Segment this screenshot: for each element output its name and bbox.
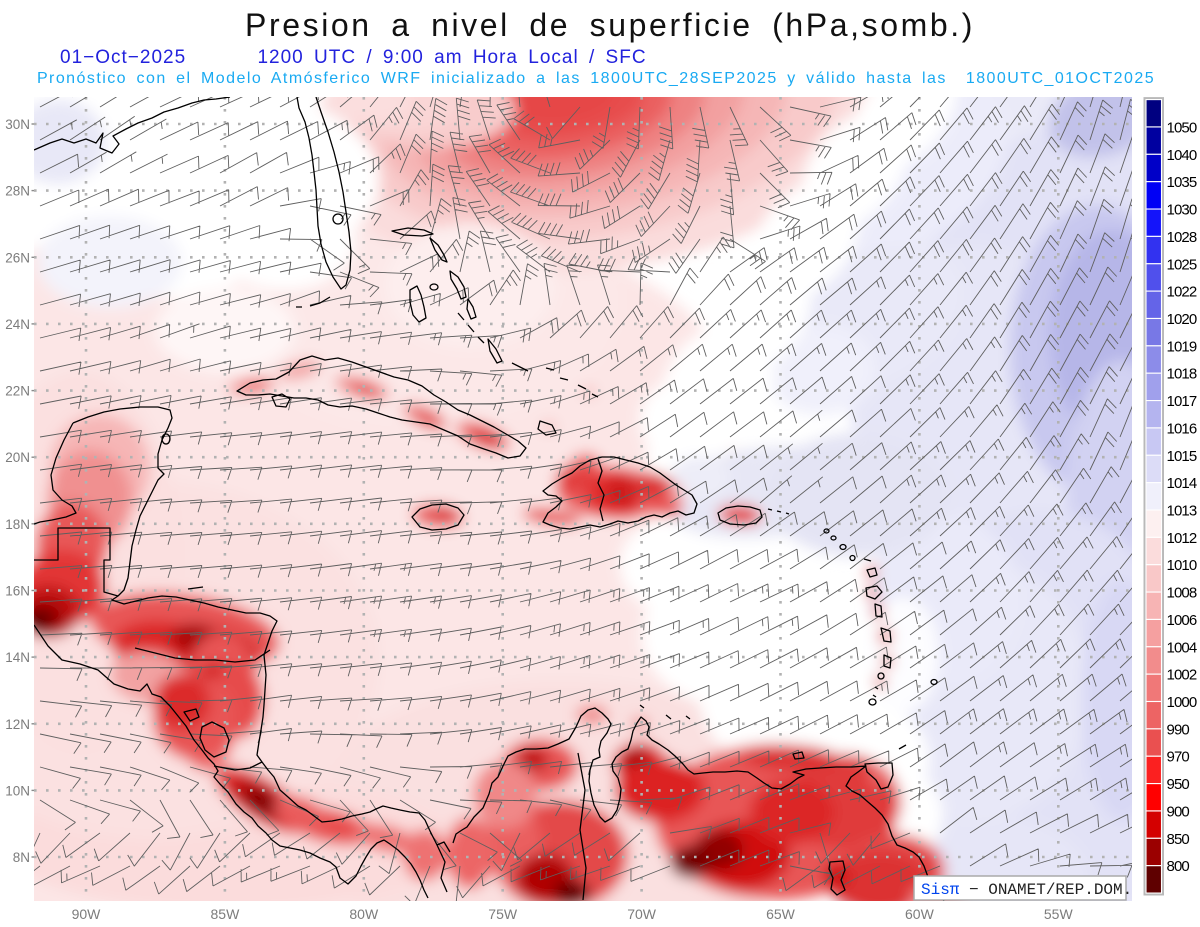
svg-text:26N: 26N xyxy=(5,250,30,265)
svg-text:1002: 1002 xyxy=(1167,667,1197,684)
svg-text:1000: 1000 xyxy=(1167,694,1197,711)
svg-text:Pronóstico con el Modelo Atmós: Pronóstico con el Modelo Atmósferico WRF… xyxy=(37,70,1155,87)
svg-text:22N: 22N xyxy=(5,384,30,399)
svg-text:24N: 24N xyxy=(5,317,30,332)
svg-text:1028: 1028 xyxy=(1167,229,1197,246)
svg-text:950: 950 xyxy=(1167,776,1190,793)
svg-text:16N: 16N xyxy=(5,584,30,599)
svg-text:1035: 1035 xyxy=(1167,174,1197,191)
svg-text:1019: 1019 xyxy=(1167,338,1197,355)
svg-text:30N: 30N xyxy=(5,117,30,132)
svg-text:1006: 1006 xyxy=(1167,612,1197,629)
svg-text:1025: 1025 xyxy=(1167,256,1197,273)
svg-text:75W: 75W xyxy=(488,906,518,922)
svg-text:55W: 55W xyxy=(1044,906,1074,922)
svg-text:1018: 1018 xyxy=(1167,366,1197,383)
svg-text:85W: 85W xyxy=(211,906,241,922)
svg-text:18N: 18N xyxy=(5,517,30,532)
svg-text:12N: 12N xyxy=(5,717,30,732)
svg-text:1200 UTC / 9:00 am Hora Local: 1200 UTC / 9:00 am Hora Local / SFC xyxy=(257,47,646,68)
svg-text:1030: 1030 xyxy=(1167,202,1197,219)
svg-text:1013: 1013 xyxy=(1167,503,1197,520)
svg-text:1016: 1016 xyxy=(1167,420,1197,437)
svg-text:Presion a nivel de superficie: Presion a nivel de superficie (hPa,somb.… xyxy=(245,7,975,43)
svg-text:800: 800 xyxy=(1167,858,1190,875)
svg-text:900: 900 xyxy=(1167,804,1190,821)
svg-text:Sisπ − ONAMET/REP.DOM.: Sisπ − ONAMET/REP.DOM. xyxy=(921,881,1132,899)
svg-text:1008: 1008 xyxy=(1167,585,1197,602)
svg-text:01−Oct−2025: 01−Oct−2025 xyxy=(60,47,186,68)
svg-text:1012: 1012 xyxy=(1167,530,1197,547)
svg-text:1022: 1022 xyxy=(1167,284,1197,301)
svg-text:28N: 28N xyxy=(5,184,30,199)
svg-text:1040: 1040 xyxy=(1167,147,1197,164)
svg-text:1017: 1017 xyxy=(1167,393,1197,410)
svg-text:1050: 1050 xyxy=(1167,120,1197,137)
svg-text:90W: 90W xyxy=(72,906,102,922)
svg-text:970: 970 xyxy=(1167,749,1190,766)
svg-text:990: 990 xyxy=(1167,721,1190,738)
svg-text:1010: 1010 xyxy=(1167,557,1197,574)
svg-text:70W: 70W xyxy=(627,906,657,922)
svg-text:1014: 1014 xyxy=(1167,475,1197,492)
svg-text:1020: 1020 xyxy=(1167,311,1197,328)
svg-text:1004: 1004 xyxy=(1167,639,1197,656)
svg-text:1015: 1015 xyxy=(1167,448,1197,465)
svg-text:60W: 60W xyxy=(905,906,935,922)
svg-text:20N: 20N xyxy=(5,450,30,465)
svg-text:14N: 14N xyxy=(5,650,30,665)
svg-text:80W: 80W xyxy=(349,906,379,922)
svg-text:850: 850 xyxy=(1167,831,1190,848)
svg-text:65W: 65W xyxy=(766,906,796,922)
svg-text:8N: 8N xyxy=(13,850,30,865)
svg-text:10N: 10N xyxy=(5,783,30,798)
